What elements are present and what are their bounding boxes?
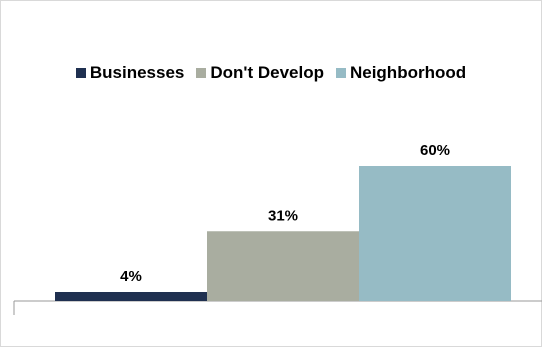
legend-label-businesses: Businesses [89,63,185,82]
data-label-neighborhood: 60% [420,142,450,159]
bar-dont-develop [207,231,359,301]
data-label-businesses: 4% [120,268,142,285]
legend-swatch-neighborhood [335,68,346,78]
bar-neighborhood [359,166,511,301]
data-label-dont-develop: 31% [268,207,298,224]
legend-swatch-businesses [75,68,86,78]
legend-swatch-dont-develop [196,68,207,78]
legend-item-businesses: Businesses [75,63,185,83]
legend-label-neighborhood: Neighborhood [349,63,467,82]
bar-businesses [55,292,207,301]
chart-legend: Businesses Don't Develop Neighborhood [0,63,542,83]
legend-item-neighborhood: Neighborhood [335,63,467,83]
legend-label-dont-develop: Don't Develop [210,63,324,82]
legend-item-dont-develop: Don't Develop [196,63,324,83]
